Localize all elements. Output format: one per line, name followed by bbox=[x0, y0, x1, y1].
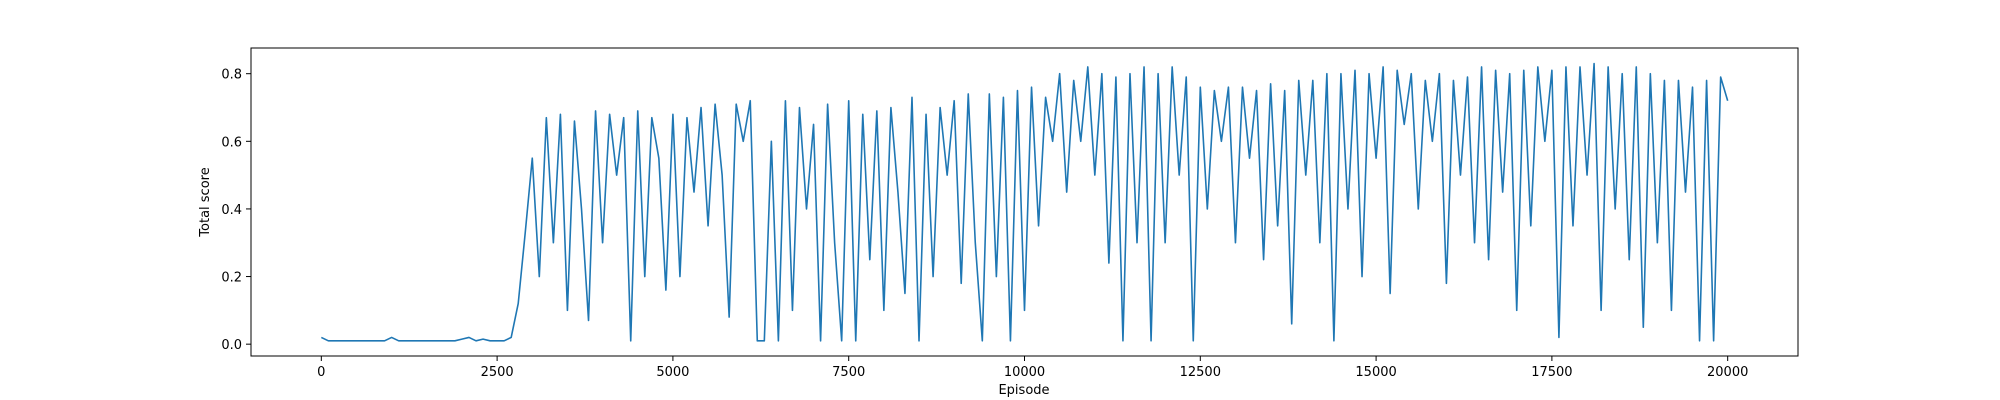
y-tick-label: 0.4 bbox=[221, 203, 242, 218]
x-tick-label: 2500 bbox=[481, 365, 514, 380]
y-axis-label: Total score bbox=[198, 167, 213, 237]
y-tick-label: 0.8 bbox=[221, 68, 242, 83]
x-tick-label: 20000 bbox=[1707, 365, 1748, 380]
x-tick-label: 12500 bbox=[1180, 365, 1221, 380]
y-tick-label: 0.0 bbox=[221, 338, 242, 353]
y-tick-label: 0.2 bbox=[221, 271, 242, 286]
x-tick-label: 17500 bbox=[1531, 365, 1572, 380]
plot-frame bbox=[250, 47, 1799, 357]
x-axis-label: Episode bbox=[998, 383, 1049, 398]
x-tick-label: 0 bbox=[317, 365, 325, 380]
x-tick-label: 10000 bbox=[1004, 365, 1045, 380]
x-tick-label: 15000 bbox=[1355, 365, 1396, 380]
line-series bbox=[320, 62, 1729, 342]
y-tick-label: 0.6 bbox=[221, 135, 242, 150]
x-tick-label: 5000 bbox=[656, 365, 689, 380]
x-tick-label: 7500 bbox=[832, 365, 865, 380]
